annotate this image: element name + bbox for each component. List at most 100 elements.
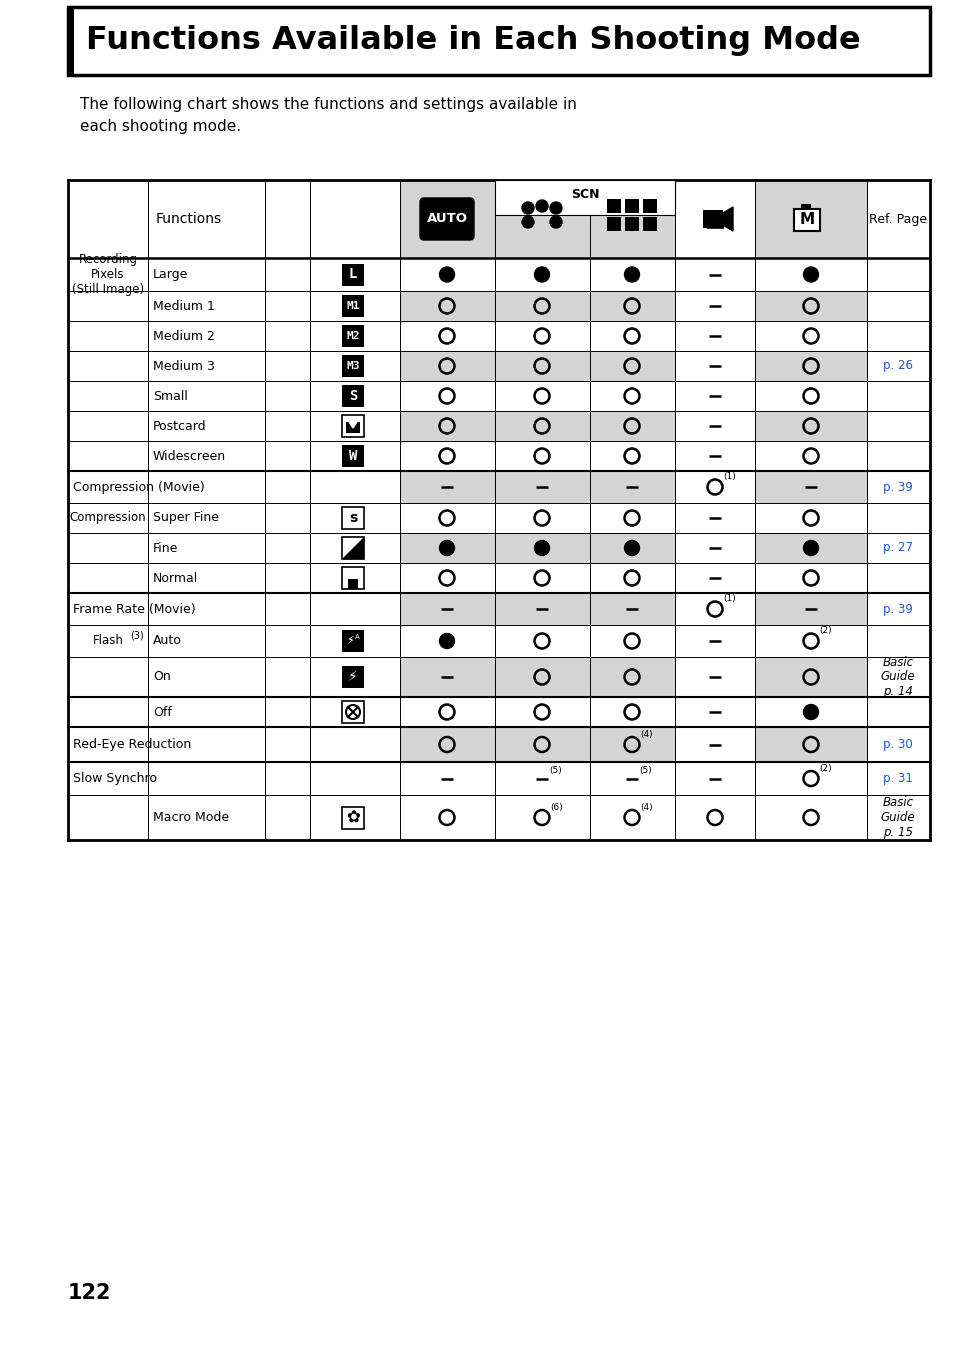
Text: M3: M3 <box>346 360 359 371</box>
Bar <box>341 537 364 560</box>
Bar <box>68 7 929 75</box>
Circle shape <box>439 541 454 555</box>
Bar <box>642 217 657 231</box>
Bar <box>399 593 675 625</box>
Bar <box>399 656 675 697</box>
Text: (2): (2) <box>819 764 831 773</box>
Circle shape <box>550 217 561 229</box>
Circle shape <box>534 268 549 282</box>
Bar <box>754 656 866 697</box>
Text: p. 26: p. 26 <box>882 359 912 373</box>
Text: (4): (4) <box>639 803 653 812</box>
Bar <box>642 199 657 213</box>
Text: AUTO: AUTO <box>426 213 467 226</box>
Bar <box>399 728 675 763</box>
Bar <box>624 217 639 231</box>
Text: 122: 122 <box>68 1283 112 1303</box>
Bar <box>754 533 866 564</box>
Text: Functions Available in Each Shooting Mode: Functions Available in Each Shooting Mod… <box>86 26 860 56</box>
Bar <box>624 199 639 213</box>
Text: p. 39: p. 39 <box>882 603 912 616</box>
Text: Widescreen: Widescreen <box>152 449 226 463</box>
Text: ⚡: ⚡ <box>346 636 354 646</box>
Text: Off: Off <box>152 706 172 718</box>
Bar <box>399 533 675 564</box>
Text: On: On <box>152 671 171 683</box>
Text: Postcard: Postcard <box>152 420 207 433</box>
Text: Basic
Guide
p. 14: Basic Guide p. 14 <box>880 655 914 698</box>
Bar <box>754 471 866 503</box>
Circle shape <box>439 268 454 282</box>
Text: Frame Rate (Movie): Frame Rate (Movie) <box>73 603 195 616</box>
Text: Compression: Compression <box>70 511 146 525</box>
Text: Functions: Functions <box>155 213 222 226</box>
Bar <box>341 325 364 347</box>
Bar <box>346 422 359 433</box>
Polygon shape <box>722 207 732 231</box>
Bar <box>606 199 620 213</box>
Text: Medium 3: Medium 3 <box>152 359 214 373</box>
Text: A: A <box>355 633 359 640</box>
Text: W: W <box>349 449 356 463</box>
Text: Macro Mode: Macro Mode <box>152 811 229 824</box>
Text: p. 30: p. 30 <box>882 738 912 751</box>
Bar <box>68 7 74 75</box>
Text: (1): (1) <box>722 594 736 604</box>
Text: (1): (1) <box>722 472 736 482</box>
Text: L: L <box>349 268 356 281</box>
Text: Slow Synchro: Slow Synchro <box>73 772 157 785</box>
Bar <box>495 180 675 215</box>
Text: (4): (4) <box>639 730 653 738</box>
Text: M2: M2 <box>346 331 359 342</box>
Text: Basic
Guide
p. 15: Basic Guide p. 15 <box>880 796 914 839</box>
Text: ⚡: ⚡ <box>348 670 357 685</box>
Bar <box>341 385 364 408</box>
Text: Ref. Page: Ref. Page <box>868 213 926 226</box>
Text: Large: Large <box>152 268 188 281</box>
Bar <box>341 355 364 377</box>
Bar <box>341 807 364 829</box>
Bar <box>348 578 357 589</box>
Bar <box>341 416 364 437</box>
Polygon shape <box>349 422 356 428</box>
Text: p. 31: p. 31 <box>882 772 912 785</box>
Text: ■: ■ <box>703 208 724 229</box>
Bar <box>399 471 675 503</box>
Circle shape <box>624 541 639 555</box>
Bar <box>754 593 866 625</box>
Bar <box>341 629 364 652</box>
Text: ✿: ✿ <box>346 808 359 826</box>
Bar <box>399 291 675 321</box>
Text: p. 39: p. 39 <box>882 480 912 494</box>
Bar <box>399 351 675 381</box>
Text: (6): (6) <box>550 803 562 812</box>
Text: Normal: Normal <box>152 572 198 585</box>
Bar <box>793 208 820 231</box>
Circle shape <box>439 633 454 648</box>
Bar <box>754 180 866 258</box>
Text: (5): (5) <box>548 765 561 775</box>
Bar <box>399 412 675 441</box>
Bar <box>754 291 866 321</box>
Bar <box>341 507 364 529</box>
Bar <box>801 204 810 208</box>
Text: Red-Eye Reduction: Red-Eye Reduction <box>73 738 191 751</box>
Text: (5): (5) <box>639 765 651 775</box>
Bar <box>341 568 364 589</box>
Circle shape <box>534 541 549 555</box>
Circle shape <box>624 268 639 282</box>
Text: S: S <box>349 389 356 404</box>
Text: Recording
Pixels
(Still Image): Recording Pixels (Still Image) <box>71 253 144 296</box>
FancyBboxPatch shape <box>419 198 474 239</box>
Circle shape <box>550 202 561 214</box>
Bar <box>341 666 364 689</box>
Text: The following chart shows the functions and settings available in
each shooting : The following chart shows the functions … <box>80 97 577 134</box>
Bar <box>341 701 364 724</box>
Circle shape <box>521 202 534 214</box>
Circle shape <box>802 268 818 282</box>
Text: (2): (2) <box>819 627 831 635</box>
Text: Auto: Auto <box>152 635 182 647</box>
Text: Super Fine: Super Fine <box>152 511 219 525</box>
Text: M1: M1 <box>346 301 359 311</box>
Bar <box>754 351 866 381</box>
